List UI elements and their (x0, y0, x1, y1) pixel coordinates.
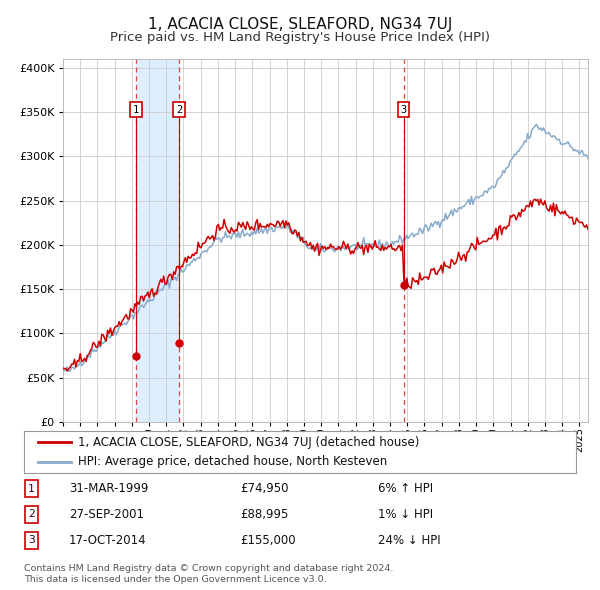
Text: Contains HM Land Registry data © Crown copyright and database right 2024.: Contains HM Land Registry data © Crown c… (24, 565, 394, 573)
Text: 1, ACACIA CLOSE, SLEAFORD, NG34 7UJ (detached house): 1, ACACIA CLOSE, SLEAFORD, NG34 7UJ (det… (78, 435, 419, 448)
Text: £88,995: £88,995 (240, 508, 289, 521)
Text: 2: 2 (176, 105, 182, 115)
Text: 1: 1 (133, 105, 139, 115)
Text: 2: 2 (28, 510, 35, 519)
Text: 1, ACACIA CLOSE, SLEAFORD, NG34 7UJ: 1, ACACIA CLOSE, SLEAFORD, NG34 7UJ (148, 17, 452, 31)
Text: 1: 1 (28, 484, 35, 493)
Text: Price paid vs. HM Land Registry's House Price Index (HPI): Price paid vs. HM Land Registry's House … (110, 31, 490, 44)
Bar (136, 59, 179, 422)
Text: 31-MAR-1999: 31-MAR-1999 (69, 482, 148, 495)
Text: 1% ↓ HPI: 1% ↓ HPI (378, 508, 433, 521)
Text: 27-SEP-2001: 27-SEP-2001 (69, 508, 144, 521)
Text: 17-OCT-2014: 17-OCT-2014 (69, 534, 146, 547)
Text: 3: 3 (401, 105, 407, 115)
Text: 6% ↑ HPI: 6% ↑ HPI (378, 482, 433, 495)
Text: 3: 3 (28, 536, 35, 545)
Text: 24% ↓ HPI: 24% ↓ HPI (378, 534, 440, 547)
Text: This data is licensed under the Open Government Licence v3.0.: This data is licensed under the Open Gov… (24, 575, 326, 584)
Text: £155,000: £155,000 (240, 534, 296, 547)
Text: HPI: Average price, detached house, North Kesteven: HPI: Average price, detached house, Nort… (78, 455, 388, 468)
Text: £74,950: £74,950 (240, 482, 289, 495)
